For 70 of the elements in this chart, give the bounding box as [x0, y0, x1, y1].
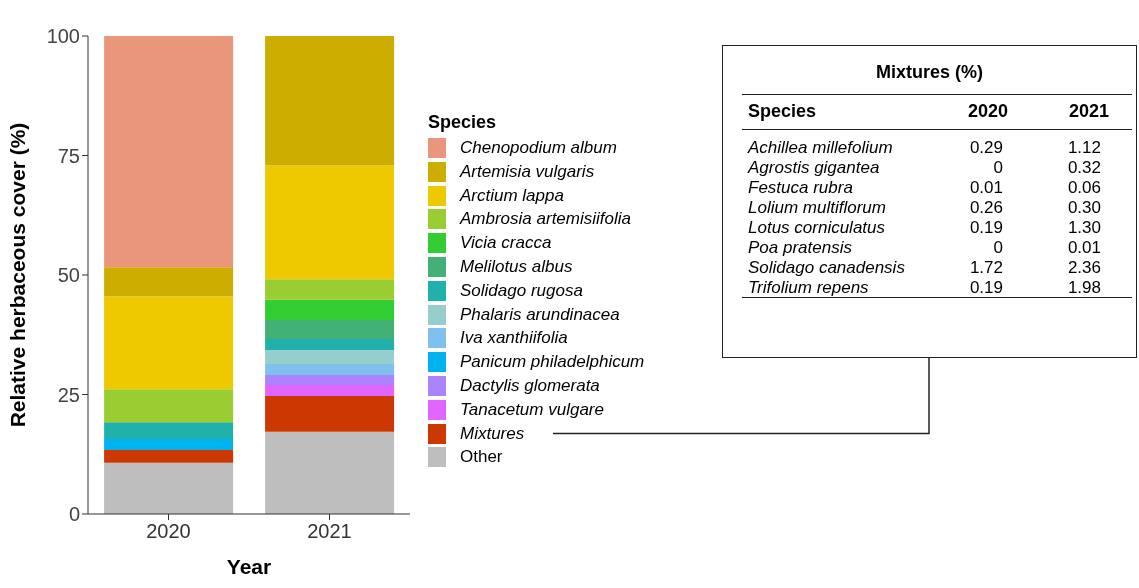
text: Species — [748, 101, 817, 122]
text: 0.19 — [969, 278, 1003, 298]
legend-label: Dactylis glomerata — [460, 376, 600, 396]
legend-label: Tanacetum vulgare — [460, 399, 604, 420]
text: Lolium multiflorum — [748, 198, 886, 218]
text: Poa pratensis — [748, 238, 852, 258]
y-tick-label: 100 — [46, 25, 80, 48]
bar — [104, 389, 234, 423]
legend-label: Panicum philadelphicum — [460, 352, 645, 373]
text: 0.32 — [1067, 158, 1101, 178]
y-tick-label: 75 — [57, 144, 80, 167]
legend-label: Solidago rugosa — [460, 280, 583, 301]
bar — [265, 279, 395, 300]
bar — [265, 36, 395, 166]
legend-label: Phalaris arundinacea — [460, 304, 620, 325]
text: Mixtures (%) — [875, 62, 984, 83]
y-axis-title: Relative herbaceous cover (%) — [6, 122, 30, 428]
legend-label: Arctium lappa — [460, 185, 564, 206]
legend-label: Vicia cracca — [460, 233, 552, 254]
text: 0.06 — [1067, 178, 1101, 198]
x-axis-title: Year — [226, 555, 272, 578]
bar — [265, 431, 395, 514]
text: 2.36 — [1067, 258, 1101, 278]
text: Agrostis gigantea — [748, 158, 880, 178]
legend-label: Melilotus albus — [460, 257, 573, 277]
text: Festuca rubra — [748, 178, 853, 198]
text: 1.98 — [1067, 278, 1101, 298]
text: 1.12 — [1067, 138, 1101, 158]
bar — [265, 384, 395, 396]
text: Achillea millefolium — [748, 138, 893, 158]
text: 2020 — [967, 101, 1008, 122]
legend-label: Iva xanthiifolia — [460, 328, 568, 349]
legend-label: Chenopodium album — [460, 138, 617, 158]
bar — [104, 449, 234, 463]
bar — [104, 462, 234, 514]
legend-label: Other — [460, 447, 503, 468]
bar — [265, 363, 395, 375]
bar — [104, 267, 234, 297]
bar — [104, 422, 234, 439]
text: 0.01 — [969, 178, 1003, 198]
bar — [104, 36, 234, 268]
text: 0.01 — [1067, 238, 1101, 258]
bar — [265, 299, 395, 320]
text: 0.29 — [969, 138, 1003, 158]
text: 0 — [993, 238, 1003, 258]
bar — [265, 395, 395, 432]
bar — [265, 165, 395, 280]
text: Trifolium repens — [748, 278, 869, 298]
y-tick-label: 25 — [57, 383, 80, 406]
text: 0.19 — [969, 218, 1003, 238]
y-tick-label: 0 — [68, 503, 80, 526]
legend-title: Species — [428, 112, 497, 133]
bar — [104, 438, 234, 450]
text: Lotus corniculatus — [748, 218, 886, 238]
legend-label: Mixtures — [460, 423, 525, 444]
bar — [265, 350, 395, 364]
legend-label: Artemisia vulgaris — [460, 161, 595, 182]
legend-label: Ambrosia artemisiifolia — [460, 209, 631, 230]
text: 2021 — [1068, 101, 1109, 122]
bar — [104, 296, 234, 390]
text: 1.30 — [1067, 218, 1101, 238]
text: 0.26 — [969, 198, 1003, 218]
text: 0 — [993, 158, 1003, 178]
text: 0.30 — [1067, 198, 1101, 218]
text: Solidago canadensis — [748, 258, 905, 278]
y-tick-label: 50 — [57, 264, 80, 287]
bar — [265, 339, 395, 351]
text: 1.72 — [969, 258, 1003, 278]
bar — [265, 319, 395, 340]
bar — [265, 374, 395, 385]
